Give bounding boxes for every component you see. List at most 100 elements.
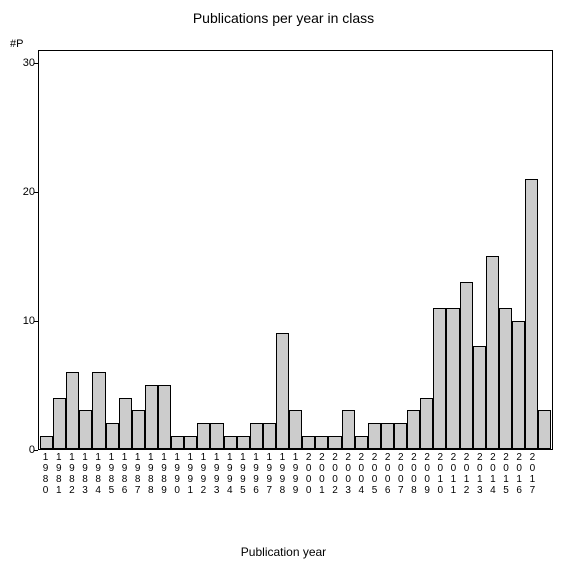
bar	[473, 346, 486, 449]
x-tick-label: 2010	[434, 452, 447, 496]
bar-slot	[224, 51, 237, 449]
x-tick-label: 2017	[526, 452, 539, 496]
bar	[420, 398, 433, 449]
y-axis-label: #P	[10, 38, 23, 50]
bar	[184, 436, 197, 449]
x-tick-label: 1981	[52, 452, 65, 496]
x-tick-label: 2002	[328, 452, 341, 496]
bar	[328, 436, 341, 449]
bar-slot	[538, 51, 551, 449]
x-tick-label: 1990	[171, 452, 184, 496]
x-tick-label: 1986	[118, 452, 131, 496]
bar	[132, 410, 145, 449]
bar	[237, 436, 250, 449]
x-axis-labels: 1980198119821983198419851986198719881989…	[38, 452, 553, 496]
bar	[210, 423, 223, 449]
x-tick-label: 2014	[486, 452, 499, 496]
x-tick-label: 1987	[131, 452, 144, 496]
bar-slot	[53, 51, 66, 449]
bar-slot	[446, 51, 459, 449]
y-tick-label: 0	[10, 444, 35, 456]
bar-slot	[315, 51, 328, 449]
x-tick-label: 2004	[355, 452, 368, 496]
x-tick-label: 1980	[39, 452, 52, 496]
x-tick-label: 2015	[499, 452, 512, 496]
bar-slot	[132, 51, 145, 449]
bar	[158, 385, 171, 449]
bar-slot	[171, 51, 184, 449]
bar-slot	[420, 51, 433, 449]
bar-slot	[158, 51, 171, 449]
bar-slot	[40, 51, 53, 449]
bar-slot	[92, 51, 105, 449]
bar	[525, 179, 538, 449]
bar-slot	[499, 51, 512, 449]
x-tick-label: 1993	[210, 452, 223, 496]
bar	[263, 423, 276, 449]
bar-slot	[512, 51, 525, 449]
bar	[355, 436, 368, 449]
x-tick-label: 1998	[276, 452, 289, 496]
bar	[197, 423, 210, 449]
bar	[499, 308, 512, 449]
bar-slot	[302, 51, 315, 449]
bar-slot	[263, 51, 276, 449]
bar-slot	[184, 51, 197, 449]
bar	[40, 436, 53, 449]
x-tick-label: 1988	[144, 452, 157, 496]
x-tick-label: 2007	[394, 452, 407, 496]
x-tick-label: 1999	[289, 452, 302, 496]
bar	[460, 282, 473, 449]
x-tick-label: 2006	[381, 452, 394, 496]
x-tick-label: 2001	[315, 452, 328, 496]
x-tick-label: 2003	[342, 452, 355, 496]
y-tick-label: 30	[10, 57, 35, 69]
bar-slot	[328, 51, 341, 449]
x-tick-label: 1982	[65, 452, 78, 496]
x-tick-label: 2012	[460, 452, 473, 496]
bar-slot	[106, 51, 119, 449]
bar	[53, 398, 66, 449]
bar	[66, 372, 79, 449]
bar-slot	[525, 51, 538, 449]
x-tick-label: 1996	[250, 452, 263, 496]
y-tick-mark	[34, 450, 38, 451]
bar-slot	[119, 51, 132, 449]
bar	[79, 410, 92, 449]
bar	[289, 410, 302, 449]
x-tick-label: 1997	[263, 452, 276, 496]
bar-slot	[237, 51, 250, 449]
x-tick-label: 1991	[184, 452, 197, 496]
bar	[315, 436, 328, 449]
y-tick-label: 20	[10, 186, 35, 198]
x-tick-label: 2005	[368, 452, 381, 496]
bar-slot	[433, 51, 446, 449]
bar	[407, 410, 420, 449]
x-tick-label: 1983	[78, 452, 91, 496]
bar	[276, 333, 289, 449]
bar-slot	[407, 51, 420, 449]
x-tick-label: 2011	[447, 452, 460, 496]
bar	[106, 423, 119, 449]
x-axis-label: Publication year	[0, 545, 567, 559]
bar	[302, 436, 315, 449]
x-tick-label	[539, 452, 552, 496]
bar-slot	[381, 51, 394, 449]
bar	[433, 308, 446, 449]
bar-slot	[197, 51, 210, 449]
x-tick-label: 2016	[513, 452, 526, 496]
x-tick-label: 2013	[473, 452, 486, 496]
plot-area	[38, 50, 553, 450]
bar	[224, 436, 237, 449]
x-tick-label: 1994	[223, 452, 236, 496]
bar-slot	[250, 51, 263, 449]
bar	[145, 385, 158, 449]
bar-slot	[210, 51, 223, 449]
bar-slot	[460, 51, 473, 449]
bar-slot	[79, 51, 92, 449]
bar-slot	[368, 51, 381, 449]
bar-slot	[394, 51, 407, 449]
x-tick-label: 1984	[92, 452, 105, 496]
chart-container: Publications per year in class #P 010203…	[0, 0, 567, 567]
x-tick-label: 2009	[421, 452, 434, 496]
